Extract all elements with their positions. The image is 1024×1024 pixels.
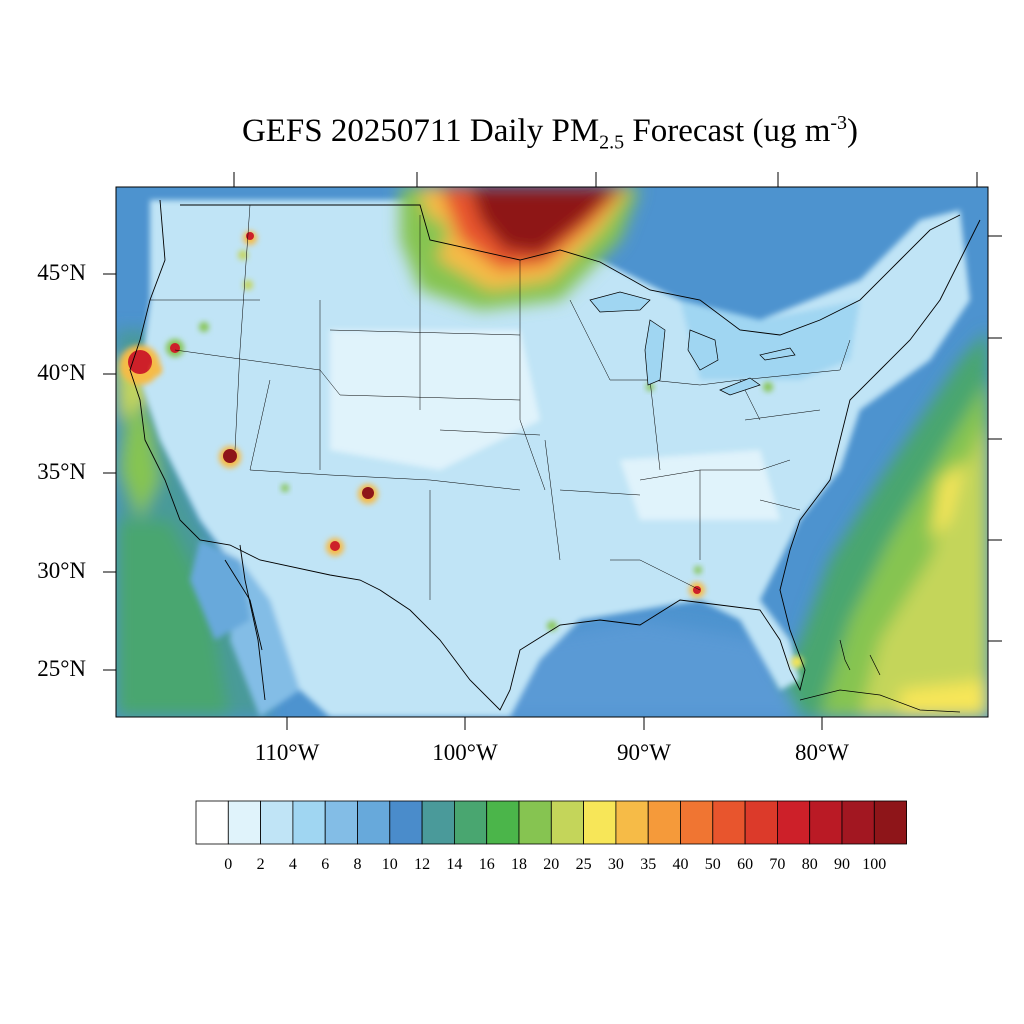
colorbar-label: 80 xyxy=(801,856,818,873)
colorbar-swatch xyxy=(195,800,229,845)
title-superscript: -3 xyxy=(830,112,848,134)
colorbar-swatch xyxy=(486,800,520,845)
lat-label-30: 30°N xyxy=(37,558,86,583)
colorbar-label: 14 xyxy=(446,856,463,873)
colorbar-swatch xyxy=(260,800,294,845)
map-title: GEFS 20250711 Daily PM2.5 Forecast (ug m… xyxy=(0,112,1024,155)
title-subscript: 2.5 xyxy=(599,131,625,154)
colorbar-swatch xyxy=(647,800,681,845)
colorbar-label: 16 xyxy=(478,856,495,873)
lon-label-100w: 100°W xyxy=(432,740,498,765)
colorbar-swatch xyxy=(518,800,552,845)
colorbar-label: 6 xyxy=(321,856,330,873)
colorbar-label: 8 xyxy=(353,856,362,873)
colorbar-label: 40 xyxy=(672,856,689,873)
colorbar-label: 30 xyxy=(607,856,624,873)
map-frame xyxy=(115,186,989,718)
colorbar-swatch xyxy=(389,800,423,845)
lat-label-25: 25°N xyxy=(37,656,86,681)
title-suffix: ) xyxy=(847,113,859,149)
colorbar-swatch xyxy=(324,800,358,845)
colorbar-swatch xyxy=(841,800,875,845)
colorbar-swatch xyxy=(712,800,746,845)
colorbar-label: 60 xyxy=(737,856,754,873)
colorbar-label: 90 xyxy=(834,856,850,873)
colorbar-label: 70 xyxy=(769,856,786,873)
colorbar-swatch xyxy=(550,800,584,845)
title-prefix: GEFS 20250711 Daily PM xyxy=(241,113,600,149)
lon-label-80w: 80°W xyxy=(795,740,849,765)
colorbar-swatch xyxy=(357,800,391,845)
colorbar-label: 2 xyxy=(256,856,265,873)
colorbar-swatch xyxy=(453,800,488,845)
lat-label-45: 45°N xyxy=(37,260,86,285)
colorbar-swatch xyxy=(292,800,326,845)
colorbar-label: 12 xyxy=(414,856,431,873)
colorbar-swatch xyxy=(809,800,843,845)
colorbar-label: 35 xyxy=(640,856,657,873)
colorbar-label: 25 xyxy=(575,856,592,873)
colorbar-label: 4 xyxy=(288,856,297,873)
colorbar-swatch xyxy=(615,800,649,845)
colorbar-label: 10 xyxy=(381,856,398,873)
colorbar-swatch xyxy=(680,800,714,845)
great-lakes xyxy=(589,291,651,313)
colorbar-swatch xyxy=(227,800,262,845)
colorbar-swatch xyxy=(583,800,617,845)
lon-label-110w: 110°W xyxy=(254,740,320,765)
colorbar-swatch xyxy=(873,800,907,845)
title-middle: Forecast (ug m xyxy=(624,113,831,149)
lat-label-35: 35°N xyxy=(37,459,86,484)
colorbar-label: 50 xyxy=(704,856,721,873)
colorbar-swatch xyxy=(744,800,778,845)
us-outline xyxy=(129,199,981,711)
colorbar-swatch xyxy=(777,800,811,845)
colorbar-label: 0 xyxy=(224,856,233,873)
colorbar-label: 100 xyxy=(862,856,887,873)
colorbar-label: 20 xyxy=(543,856,560,873)
colorbar-swatch xyxy=(421,800,455,845)
colorbar-label: 18 xyxy=(511,856,527,873)
lon-label-90w: 90°W xyxy=(617,740,671,765)
lat-label-40: 40°N xyxy=(37,360,86,385)
